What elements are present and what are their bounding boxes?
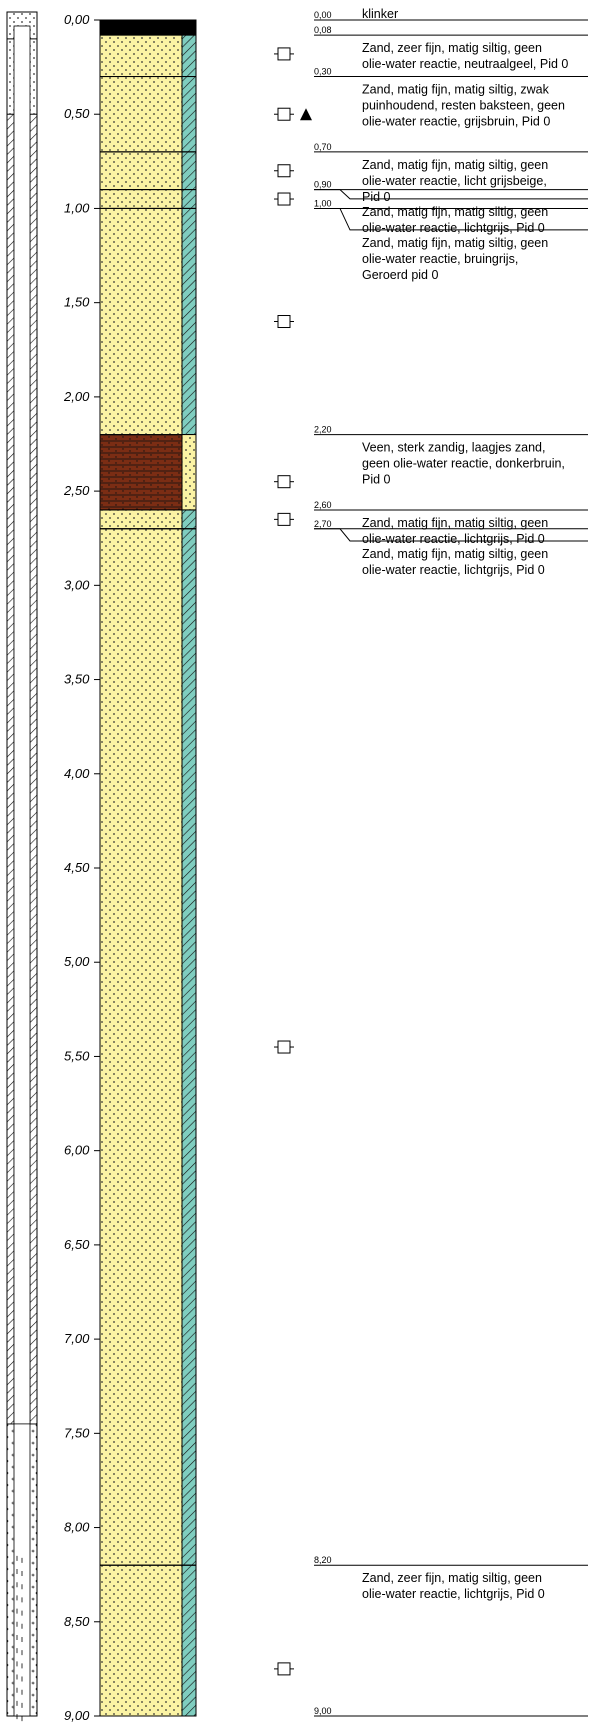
depth-tick-label: 0,50 xyxy=(64,106,90,121)
sample-marker-icon xyxy=(277,475,291,489)
layer-description-text: Zand, matig fijn, matig siltig, zwak xyxy=(362,83,550,97)
layer-description-text: olie-water reactie, lichtgrijs, Pid 0 xyxy=(362,532,545,546)
depth-tick-label: 6,00 xyxy=(64,1143,90,1158)
layer-description-text: Geroerd pid 0 xyxy=(362,268,438,282)
depth-tick-label: 3,50 xyxy=(64,672,90,687)
layer-top-label: 2,70 xyxy=(314,519,332,529)
depth-tick-label: 8,00 xyxy=(64,1520,90,1535)
sample-marker-icon xyxy=(277,512,291,526)
sample-marker-icon xyxy=(277,1040,291,1054)
layer-description-text: Zand, zeer fijn, matig siltig, geen xyxy=(362,1571,542,1585)
layer-description-text: Pid 0 xyxy=(362,190,391,204)
depth-tick-label: 3,00 xyxy=(64,577,90,592)
layer-side-hatch xyxy=(181,76,197,153)
layer-description-text: Zand, matig fijn, matig siltig, geen xyxy=(362,205,548,219)
sample-marker-icon xyxy=(277,164,291,178)
layer-descriptions: 0,00 klinker 0,08 Zand, zeer fijn, matig si… xyxy=(314,7,588,1717)
layer-description-text: olie-water reactie, licht grijsbeige, xyxy=(362,174,547,188)
depth-tick-label: 0,00 xyxy=(64,12,90,27)
well-annulus-right xyxy=(29,113,38,1425)
depth-tick-label: 1,00 xyxy=(64,200,90,215)
layer-description-text: olie-water reactie, lichtgrijs, Pid 0 xyxy=(362,1587,545,1601)
lithology-column xyxy=(99,19,197,1717)
depth-tick-label: 2,00 xyxy=(63,389,90,404)
layer-peat-pattern xyxy=(100,434,182,510)
layer-description-text: olie-water reactie, lichtgrijs, Pid 0 xyxy=(362,563,545,577)
layer-side-hatch xyxy=(181,528,197,1566)
layer-description-text: olie-water reactie, bruingrijs, xyxy=(362,252,518,266)
bottom-depth-label: 9,00 xyxy=(314,1706,332,1716)
layer-sand-dots xyxy=(99,76,183,153)
layer-description-text: Zand, matig fijn, matig siltig, geen xyxy=(362,547,548,561)
layer-sand-dots xyxy=(99,528,183,1566)
layer-connector-line xyxy=(314,528,588,542)
depth-tick-label: 5,00 xyxy=(64,954,90,969)
layer-top-label: 0,08 xyxy=(314,25,332,35)
layer-description-text: olie-water reactie, neutraalgeel, Pid 0 xyxy=(362,57,568,71)
well-casing xyxy=(13,25,31,1425)
layer-top-label: 8,20 xyxy=(314,1555,332,1565)
layer-top-label: 2,60 xyxy=(314,500,332,510)
layer-description-text: Zand, matig fijn, matig siltig, geen xyxy=(362,158,548,172)
layer-side-hatch xyxy=(181,189,197,209)
layer-klinker xyxy=(99,19,197,36)
layer-description-text: olie-water reactie, lichtgrijs, Pid 0 xyxy=(362,221,545,235)
layer-side-hatch xyxy=(181,151,197,191)
layer-sand-dots xyxy=(99,509,183,530)
layer-top-label: 0,00 xyxy=(314,10,332,20)
sample-marker-icon xyxy=(277,47,291,61)
layer-connector-line xyxy=(314,207,588,231)
layer-description-text: Zand, matig fijn, matig siltig, geen xyxy=(362,516,548,530)
depth-tick-label: 4,50 xyxy=(64,860,90,875)
well-annulus-left xyxy=(6,113,15,1425)
well-screen xyxy=(13,1423,31,1717)
depth-tick-label: 5,50 xyxy=(64,1048,90,1063)
layer-side-hatch xyxy=(181,34,197,78)
sample-markers xyxy=(274,47,312,1676)
depth-tick-label: 9,00 xyxy=(64,1708,90,1723)
depth-tick-label: 1,50 xyxy=(64,295,90,310)
layer-description-text: Pid 0 xyxy=(362,473,391,487)
layer-side-hatch xyxy=(181,1564,197,1717)
layer-top-label: 0,70 xyxy=(314,142,332,152)
layer-side-hatch xyxy=(181,509,197,530)
layer-top-label: 0,30 xyxy=(314,67,332,77)
sample-marker-icon xyxy=(277,192,291,206)
layer-connector-line xyxy=(314,189,588,200)
depth-tick-label: 8,50 xyxy=(64,1614,90,1629)
layer-side-hatch xyxy=(181,207,197,436)
depth-tick-label: 4,00 xyxy=(64,766,90,781)
layer-top-label: 2,20 xyxy=(314,425,332,435)
layer-description-text: geen olie-water reactie, donkerbruin, xyxy=(362,457,565,471)
layer-sand-dots xyxy=(99,34,183,78)
layer-sand-dots xyxy=(99,1564,183,1717)
layer-top-label: 0,90 xyxy=(314,180,332,190)
depth-axis: 0,00 0,50 1,00 1,50 2,00 2,50 3,00 3,50 4,00 4,50… xyxy=(63,12,100,1723)
well-construction xyxy=(6,11,38,1722)
layer-description-text: Veen, sterk zandig, laagjes zand, xyxy=(362,441,545,455)
layer-sand-dots xyxy=(99,207,183,436)
layer-sand-dots xyxy=(99,151,183,191)
sample-marker-icon xyxy=(277,107,291,121)
layer-description-text: puinhoudend, resten baksteen, geen xyxy=(362,99,565,113)
sample-marker-icon xyxy=(277,1662,291,1676)
layer-sand-dots xyxy=(99,189,183,209)
groundwater-triangle-icon xyxy=(300,108,312,121)
depth-tick-label: 7,50 xyxy=(64,1425,90,1440)
layer-peat-sand-dots xyxy=(182,434,196,510)
layer-top-label: 1,00 xyxy=(314,198,332,208)
layer-description-text: Zand, zeer fijn, matig siltig, geen xyxy=(362,41,542,55)
layer-description-text: olie-water reactie, grijsbruin, Pid 0 xyxy=(362,115,550,129)
depth-tick-label: 2,50 xyxy=(63,483,90,498)
layer-description-text: klinker xyxy=(362,7,398,21)
depth-tick-label: 7,00 xyxy=(64,1331,90,1346)
depth-tick-label: 6,50 xyxy=(64,1237,90,1252)
sample-marker-icon xyxy=(277,315,291,329)
layer-description-text: Zand, matig fijn, matig siltig, geen xyxy=(362,236,548,250)
